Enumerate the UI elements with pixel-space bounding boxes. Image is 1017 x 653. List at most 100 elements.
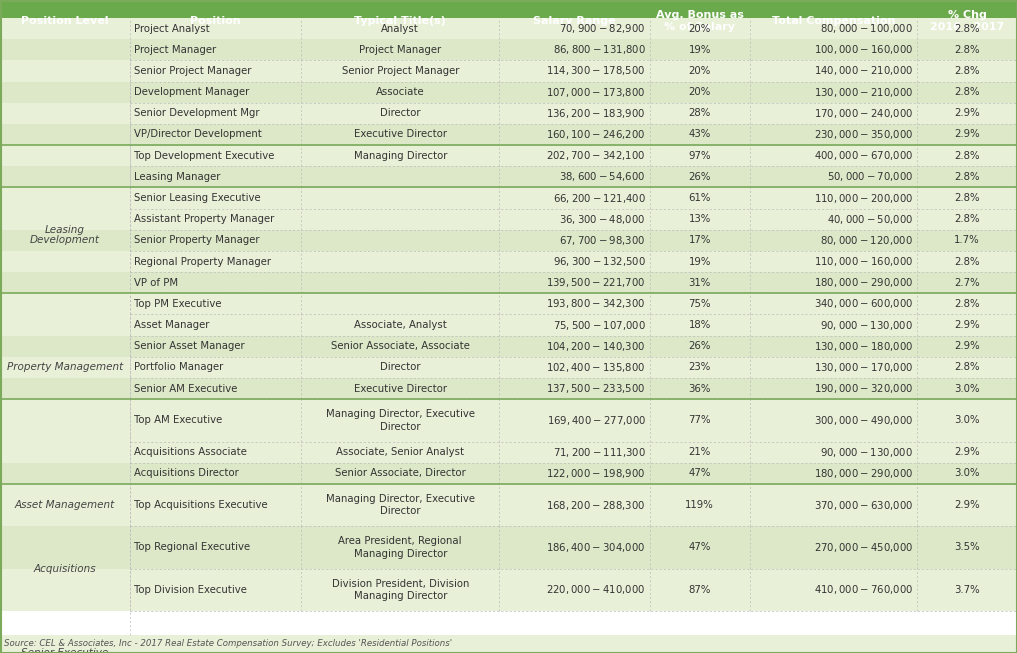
Bar <box>0 293 1017 315</box>
Text: $340,000 - $600,000: $340,000 - $600,000 <box>814 297 913 310</box>
Text: $96,300 - $132,500: $96,300 - $132,500 <box>553 255 646 268</box>
Text: 2.8%: 2.8% <box>954 66 980 76</box>
Text: $170,000 - $240,000: $170,000 - $240,000 <box>814 107 913 119</box>
Text: Senior Leasing Executive: Senior Leasing Executive <box>134 193 260 203</box>
Text: $110,000 - $200,000: $110,000 - $200,000 <box>814 191 913 204</box>
Text: Top PM Executive: Top PM Executive <box>134 299 222 309</box>
Bar <box>0 0 1017 42</box>
Text: $66,200 - $121,400: $66,200 - $121,400 <box>553 191 646 204</box>
Bar <box>0 18 1017 39</box>
Text: 87%: 87% <box>689 585 711 595</box>
Text: $130,000 - $170,000: $130,000 - $170,000 <box>814 361 913 374</box>
Text: 2.8%: 2.8% <box>954 45 980 55</box>
Text: $104,200 - $140,300: $104,200 - $140,300 <box>546 340 646 353</box>
Bar <box>0 251 1017 272</box>
Text: 3.0%: 3.0% <box>954 383 980 394</box>
Text: Top Development Executive: Top Development Executive <box>134 151 275 161</box>
Text: 36%: 36% <box>689 383 711 394</box>
Bar <box>0 272 1017 293</box>
Text: 2.9%: 2.9% <box>954 447 980 457</box>
Text: $370,000 - $630,000: $370,000 - $630,000 <box>814 499 913 511</box>
Text: Director: Director <box>380 362 420 372</box>
Bar <box>0 167 1017 187</box>
Text: 26%: 26% <box>689 172 711 182</box>
Text: Acquisitions Associate: Acquisitions Associate <box>134 447 247 457</box>
Text: Portfolio Manager: Portfolio Manager <box>134 362 224 372</box>
Text: 2.8%: 2.8% <box>954 151 980 161</box>
Text: 47%: 47% <box>689 468 711 479</box>
Text: $230,000 - $350,000: $230,000 - $350,000 <box>814 128 913 141</box>
Text: $90,000 - $130,000: $90,000 - $130,000 <box>821 445 913 458</box>
Text: Senior Executive: Senior Executive <box>21 648 109 653</box>
Text: $139,500 - $221,700: $139,500 - $221,700 <box>546 276 646 289</box>
Bar <box>0 187 1017 208</box>
Text: 2.8%: 2.8% <box>954 257 980 266</box>
Bar <box>0 39 1017 60</box>
Text: 43%: 43% <box>689 129 711 140</box>
Text: $71,200 - $111,300: $71,200 - $111,300 <box>553 445 646 458</box>
Text: Asset Management: Asset Management <box>15 500 115 510</box>
Text: Senior Project Manager: Senior Project Manager <box>342 66 459 76</box>
Text: Project Analyst: Project Analyst <box>134 24 210 33</box>
Text: Top Regional Executive: Top Regional Executive <box>134 543 250 552</box>
Bar <box>0 208 1017 230</box>
Text: $220,000 - $410,000: $220,000 - $410,000 <box>546 583 646 596</box>
Text: 2.8%: 2.8% <box>954 193 980 203</box>
Text: Position Level: Position Level <box>21 16 109 26</box>
Bar <box>0 230 1017 251</box>
Text: Executive Director: Executive Director <box>354 383 446 394</box>
Text: Executive Director: Executive Director <box>354 129 446 140</box>
Text: 20%: 20% <box>689 66 711 76</box>
Text: $110,000 - $160,000: $110,000 - $160,000 <box>814 255 913 268</box>
Text: 2.9%: 2.9% <box>954 500 980 510</box>
Text: $137,500 - $233,500: $137,500 - $233,500 <box>546 382 646 395</box>
Text: $400,000 - $670,000: $400,000 - $670,000 <box>814 149 913 162</box>
Text: $75,500 - $107,000: $75,500 - $107,000 <box>553 319 646 332</box>
Bar <box>0 441 1017 463</box>
Text: Development Manager: Development Manager <box>134 87 249 97</box>
Text: $190,000 - $320,000: $190,000 - $320,000 <box>814 382 913 395</box>
Text: 47%: 47% <box>689 543 711 552</box>
Text: 23%: 23% <box>689 362 711 372</box>
Text: Salary Range: Salary Range <box>533 16 616 26</box>
Text: 3.0%: 3.0% <box>954 468 980 479</box>
Text: $100,000 - $160,000: $100,000 - $160,000 <box>814 43 913 56</box>
Bar <box>0 82 1017 103</box>
Text: Associate, Senior Analyst: Associate, Senior Analyst <box>337 447 464 457</box>
Bar <box>0 635 1017 653</box>
Text: Avg. Bonus as
% of Salary: Avg. Bonus as % of Salary <box>656 10 743 32</box>
Bar <box>0 378 1017 399</box>
Text: Project Manager: Project Manager <box>134 45 217 55</box>
Text: Acquisitions: Acquisitions <box>34 564 97 573</box>
Text: $168,200 - $288,300: $168,200 - $288,300 <box>546 499 646 511</box>
Bar <box>0 60 1017 82</box>
Text: 18%: 18% <box>689 320 711 330</box>
Text: $114,300 - $178,500: $114,300 - $178,500 <box>546 65 646 78</box>
Text: $130,000 - $210,000: $130,000 - $210,000 <box>814 86 913 99</box>
Text: 3.0%: 3.0% <box>954 415 980 425</box>
Text: Regional Property Manager: Regional Property Manager <box>134 257 272 266</box>
Text: Associate, Analyst: Associate, Analyst <box>354 320 446 330</box>
Bar <box>0 484 1017 526</box>
Text: Senior Asset Manager: Senior Asset Manager <box>134 342 245 351</box>
Bar <box>0 336 1017 357</box>
Bar <box>0 569 1017 611</box>
Text: $169,400 - $277,000: $169,400 - $277,000 <box>546 414 646 427</box>
Text: 20%: 20% <box>689 24 711 33</box>
Text: 119%: 119% <box>685 500 714 510</box>
Text: 61%: 61% <box>689 193 711 203</box>
Text: 77%: 77% <box>689 415 711 425</box>
Text: Managing Director, Executive
Director: Managing Director, Executive Director <box>325 409 475 432</box>
Text: Senior AM Executive: Senior AM Executive <box>134 383 238 394</box>
Text: Assistant Property Manager: Assistant Property Manager <box>134 214 275 224</box>
Text: $50,000 - $70,000: $50,000 - $70,000 <box>827 170 913 183</box>
Text: 20%: 20% <box>689 87 711 97</box>
Text: 75%: 75% <box>689 299 711 309</box>
Text: Director: Director <box>380 108 420 118</box>
Bar <box>0 357 1017 378</box>
Text: Managing Director: Managing Director <box>354 151 446 161</box>
Text: $186,400 - $304,000: $186,400 - $304,000 <box>546 541 646 554</box>
Text: Analyst: Analyst <box>381 24 419 33</box>
Text: $80,000 - $100,000: $80,000 - $100,000 <box>821 22 913 35</box>
Text: 17%: 17% <box>689 235 711 246</box>
